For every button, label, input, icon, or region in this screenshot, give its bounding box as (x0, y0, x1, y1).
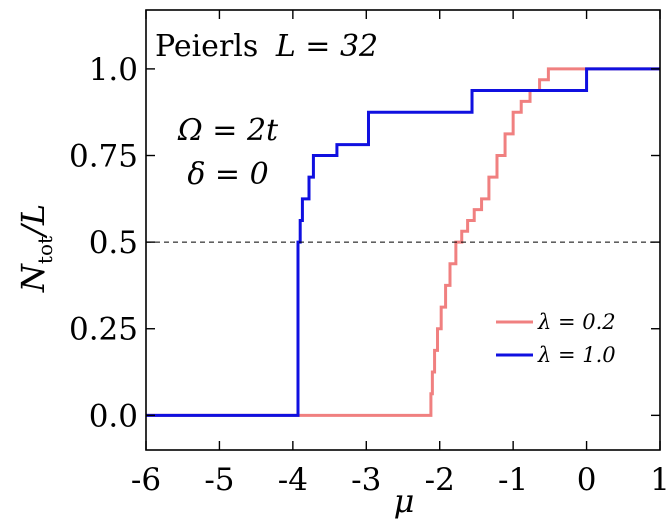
x-tick-label: -3 (351, 462, 381, 498)
legend-label: λ = 1.0 (537, 343, 616, 367)
series-layer (146, 67, 660, 417)
y-tick-label: 0.0 (89, 398, 138, 434)
x-tick-label: -1 (498, 462, 528, 498)
legend-label: λ = 0.2 (537, 310, 616, 334)
y-tick-label: 0.5 (89, 225, 138, 261)
y-axis-label: Ntot/L (14, 204, 57, 293)
y-axis-label-rest: /L (14, 204, 52, 239)
plot-frame (145, 9, 661, 451)
x-tick-label: -4 (278, 462, 308, 498)
x-tick-labels: -6 -5 -4 -3 -2 -1 0 1 (131, 462, 667, 498)
chart-title-math: L = 32 (275, 29, 378, 64)
ticks-layer (145, 10, 661, 450)
x-tick-label: 0 (577, 462, 597, 498)
chart-title-prefix: Peierls (155, 29, 258, 64)
annotation-omega: Ω = 2t (177, 113, 279, 148)
y-tick-label: 0.75 (69, 139, 138, 175)
x-tick-label: -6 (131, 462, 161, 498)
y-axis-label-sub: tot (33, 236, 57, 264)
chart-title: Peierls L = 32 (155, 29, 378, 64)
x-axis-label: μ (394, 482, 415, 520)
x-tick-label: -2 (425, 462, 455, 498)
y-tick-labels: 0.0 0.25 0.5 0.75 1.0 (69, 52, 138, 434)
series-line-1 (146, 67, 660, 417)
y-axis-label-main: N (14, 263, 52, 293)
x-tick-label: 1 (650, 462, 667, 498)
y-tick-label: 0.25 (69, 312, 138, 348)
y-tick-label: 1.0 (89, 52, 138, 88)
x-tick-label: -5 (204, 462, 234, 498)
annotation-delta: δ = 0 (187, 157, 268, 192)
legend: λ = 0.2 λ = 1.0 (496, 310, 616, 367)
series-line-0 (146, 67, 660, 417)
